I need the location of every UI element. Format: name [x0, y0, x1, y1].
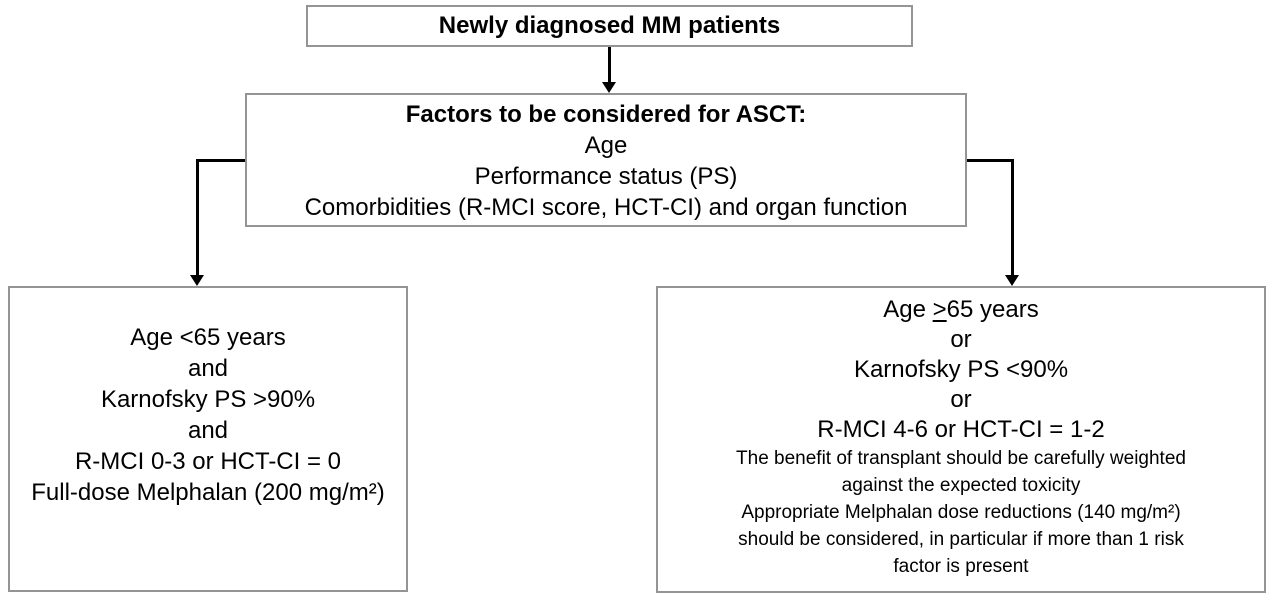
- top-box-newly-diagnosed: Newly diagnosed MM patients: [306, 5, 913, 47]
- unfit-note-benefit-1: The benefit of transplant should be care…: [736, 448, 1186, 469]
- fit-line-melphalan-dose: Full-dose Melphalan (200 mg/m²): [31, 479, 385, 506]
- greater-equal-symbol: >: [932, 296, 947, 323]
- branch-left-horizontal-line: [196, 159, 245, 162]
- unfit-note-dose-1: Appropriate Melphalan dose reductions (1…: [741, 502, 1181, 523]
- arrow-top-to-factors-line: [608, 47, 611, 84]
- unfit-age-suffix: 65 years: [946, 296, 1039, 323]
- unfit-line-or-1: or: [950, 326, 972, 353]
- factors-item-performance-status: Performance status (PS): [474, 163, 738, 190]
- unfit-line-rmci: R-MCI 4-6 or HCT-CI = 1-2: [817, 416, 1105, 443]
- top-box-title: Newly diagnosed MM patients: [438, 12, 781, 39]
- unfit-line-karnofsky: Karnofsky PS <90%: [853, 356, 1069, 383]
- unfit-note-dose-2: should be considered, in particular if m…: [738, 529, 1184, 550]
- fit-line-and-1: and: [187, 355, 229, 382]
- factors-item-comorbidities: Comorbidities (R-MCI score, HCT-CI) and …: [304, 194, 908, 221]
- fit-line-and-2: and: [187, 417, 229, 444]
- fit-patients-box: Age <65 years and Karnofsky PS >90% and …: [8, 286, 408, 592]
- factors-item-age: Age: [584, 132, 628, 159]
- branch-right-vertical-line: [1011, 159, 1014, 276]
- unfit-patients-box: Age >65 years or Karnofsky PS <90% or R-…: [656, 286, 1266, 593]
- branch-left-vertical-line: [196, 159, 199, 276]
- branch-right-arrowhead: [1005, 275, 1019, 286]
- fit-line-rmci: R-MCI 0-3 or HCT-CI = 0: [74, 448, 342, 475]
- factors-box: Factors to be considered for ASCT: Age P…: [245, 93, 967, 227]
- arrow-top-to-factors-head: [602, 82, 616, 93]
- branch-left-arrowhead: [190, 275, 204, 286]
- fit-line-karnofsky: Karnofsky PS >90%: [100, 386, 316, 413]
- factors-box-title: Factors to be considered for ASCT:: [405, 101, 807, 128]
- unfit-line-or-2: or: [950, 386, 972, 413]
- unfit-age-prefix: Age: [883, 296, 933, 323]
- unfit-note-benefit-2: against the expected toxicity: [841, 475, 1081, 496]
- unfit-note-dose-3: factor is present: [893, 556, 1029, 577]
- fit-line-age: Age <65 years: [130, 324, 286, 351]
- unfit-line-age: Age >65 years: [658, 295, 1264, 325]
- branch-right-horizontal-line: [967, 159, 1014, 162]
